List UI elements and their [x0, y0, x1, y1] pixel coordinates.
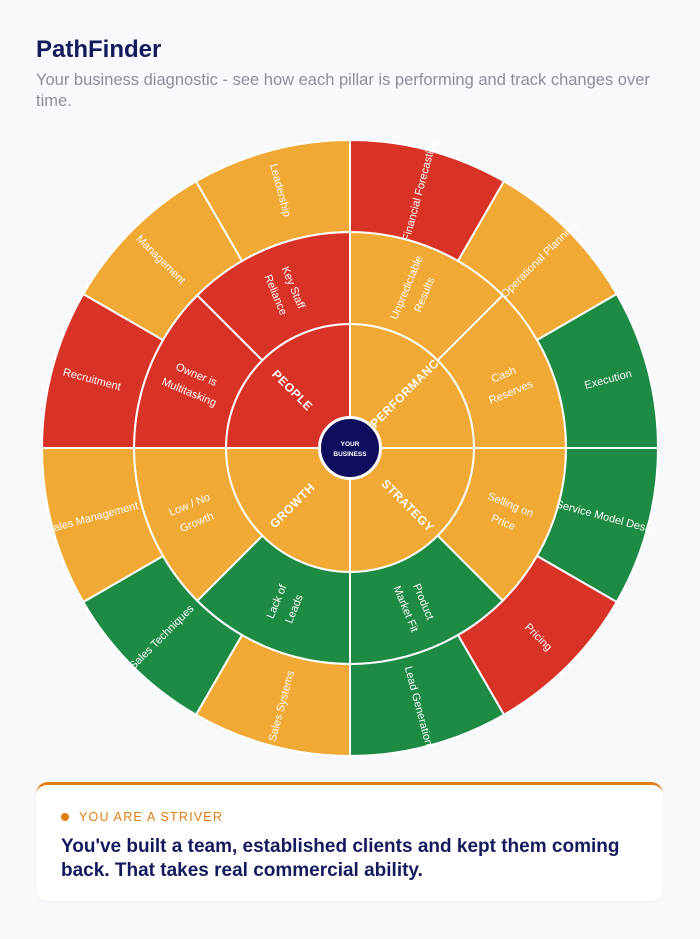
wheel-center-disc — [319, 417, 381, 479]
area-leadership[interactable]: Leadership — [194, 138, 351, 263]
result-message: You've built a team, established clients… — [61, 836, 620, 881]
issue-selling-on-price[interactable]: Selling onPrice — [436, 447, 568, 603]
result-badge: YOU ARE A STRIVER — [61, 810, 223, 824]
area-service-model-design[interactable]: Service Model Design — [535, 447, 661, 604]
wheel-center: YOUR BUSINESS — [319, 417, 381, 479]
page-subtitle: Your business diagnostic - see how each … — [36, 71, 650, 110]
area-lead-generation[interactable]: Lead Generation — [349, 633, 506, 758]
wheel-svg: PERFORMANCESTRATEGYGROWTHPEOPLEUnpredict… — [40, 138, 661, 758]
area-leadership-segment[interactable] — [194, 138, 351, 263]
area-execution[interactable]: Execution — [535, 292, 660, 449]
area-sales-management[interactable]: Sales Management — [40, 447, 165, 604]
issue-cash-reserves[interactable]: CashReserves — [436, 293, 568, 449]
page-header: PathFinder Your business diagnostic - se… — [36, 36, 666, 112]
result-card: YOU ARE A STRIVER You've built a team, e… — [36, 782, 663, 901]
area-management[interactable]: Management — [81, 179, 244, 342]
badge-dot — [61, 813, 69, 821]
area-sales-systems[interactable]: Sales Systems — [194, 633, 351, 758]
app-title: PathFinder — [36, 36, 162, 63]
pillar-strategy[interactable]: STRATEGY — [349, 447, 476, 574]
center-label-line: YOUR — [341, 441, 360, 448]
area-operational-planning[interactable]: Operational Planning — [456, 179, 619, 342]
center-label-line: BUSINESS — [333, 451, 367, 458]
area-recruitment[interactable]: Recruitment — [40, 292, 165, 449]
badge-label: YOU ARE A STRIVER — [79, 810, 224, 824]
area-financial-forecasting[interactable]: Financial Forecasting — [349, 138, 506, 263]
area-sales-techniques[interactable]: Sales Techniques — [81, 554, 244, 717]
issue-owner-is-multitasking[interactable]: Owner isMultitasking — [132, 293, 264, 449]
pillar-performance[interactable]: PERFORMANCE — [349, 322, 476, 449]
diagnostic-wheel: PERFORMANCE STRATEGY GROWTH PEOPLE Unpredict… — [0, 120, 700, 776]
